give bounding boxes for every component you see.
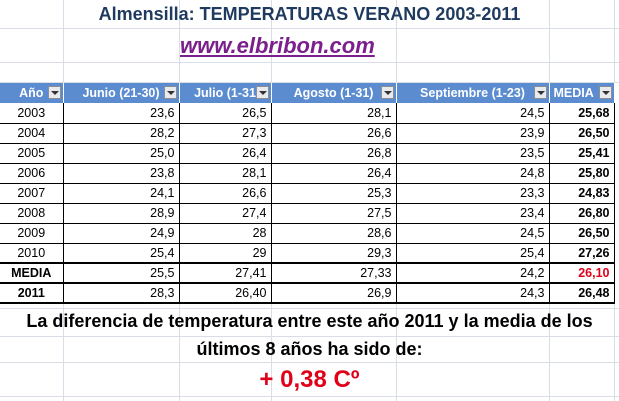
table-cell[interactable]: 2008	[0, 203, 64, 224]
table-row: 2008 28,9 27,4 27,5 23,4 26,80	[0, 203, 615, 224]
table-cell[interactable]: 24,9	[63, 223, 180, 244]
table-cell[interactable]: 26,48	[549, 283, 615, 304]
filter-dropdown-icon[interactable]	[47, 86, 61, 99]
table-cell[interactable]: 25,41	[549, 143, 615, 164]
table-cell[interactable]: 2006	[0, 163, 64, 184]
filter-dropdown-icon[interactable]	[380, 86, 394, 99]
table-cell[interactable]: 23,8	[63, 163, 180, 184]
table-cell[interactable]: 28,6	[271, 223, 397, 244]
table-cell[interactable]: 2010	[0, 243, 64, 264]
table-cell[interactable]: 26,50	[549, 223, 615, 244]
table-cell[interactable]: 26,6	[179, 183, 272, 204]
table-cell[interactable]: 29	[179, 243, 272, 264]
table-cell[interactable]: 27,26	[549, 243, 615, 264]
table-cell[interactable]: 24,83	[549, 183, 615, 204]
table-row: 2009 24,9 28 28,6 24,5 26,50	[0, 223, 615, 244]
column-header-august[interactable]: Agosto (1-31)	[271, 83, 397, 103]
table-cell[interactable]: 2009	[0, 223, 64, 244]
table-cell[interactable]: 25,0	[63, 143, 180, 164]
table-cell[interactable]: 24,8	[396, 163, 550, 184]
temperature-difference: + 0,38 Cº	[259, 366, 360, 393]
table-cell[interactable]: 25,5	[63, 262, 180, 284]
table-cell[interactable]: 26,4	[179, 143, 272, 164]
table-cell[interactable]: 2003	[0, 103, 64, 124]
table-cell[interactable]: 27,3	[179, 123, 272, 144]
table-cell[interactable]: 25,68	[549, 103, 615, 124]
table-row: 2011 28,3 26,40 26,9 24,3 26,48	[0, 282, 615, 304]
table-cell[interactable]: 25,3	[271, 183, 397, 204]
table-cell[interactable]: 23,5	[396, 143, 550, 164]
filter-dropdown-icon[interactable]	[598, 86, 612, 99]
table-cell[interactable]: 27,5	[271, 203, 397, 224]
table-cell[interactable]: 23,9	[396, 123, 550, 144]
table-cell[interactable]: 27,33	[271, 262, 397, 284]
message-line-1: La diferencia de temperatura entre este …	[26, 311, 593, 331]
table-cell[interactable]: 26,5	[179, 103, 272, 124]
table-row: 2007 24,1 26,6 25,3 23,3 24,83	[0, 183, 615, 204]
table-row: 2010 25,4 29 29,3 25,4 27,26	[0, 243, 615, 264]
message-line-2: últimos 8 años ha sido de:	[196, 339, 423, 359]
sheet-title: Almensilla: TEMPERATURAS VERANO 2003-201…	[98, 4, 521, 24]
table-cell[interactable]: 25,80	[549, 163, 615, 184]
table-cell[interactable]: 28,9	[63, 203, 180, 224]
column-header-june[interactable]: Junio (21-30)	[63, 83, 180, 103]
column-header-july[interactable]: Julio (1-31	[179, 83, 272, 103]
website-link[interactable]: www.elbribon.com	[180, 33, 375, 58]
table-cell[interactable]: 26,10	[549, 262, 615, 284]
table-cell[interactable]: 28,2	[63, 123, 180, 144]
table-cell[interactable]: 24,3	[396, 283, 550, 304]
table-cell[interactable]: 27,41	[179, 262, 272, 284]
table-cell[interactable]: 28,1	[271, 103, 397, 124]
table-cell[interactable]: 2011	[0, 282, 64, 304]
column-header-year[interactable]: Año	[0, 83, 64, 103]
filter-dropdown-icon[interactable]	[533, 86, 547, 99]
column-header-september[interactable]: Septiembre (1-23)	[396, 83, 550, 103]
table-cell[interactable]: 24,5	[396, 103, 550, 124]
table-cell[interactable]: 28,3	[63, 283, 180, 304]
table-cell[interactable]: 27,4	[179, 203, 272, 224]
table-cell[interactable]: 23,6	[63, 103, 180, 124]
table-cell[interactable]: 29,3	[271, 243, 397, 264]
table-cell[interactable]: 28	[179, 223, 272, 244]
table-cell[interactable]: 26,9	[271, 283, 397, 304]
table-cell[interactable]: 26,8	[271, 143, 397, 164]
table-cell[interactable]: 24,1	[63, 183, 180, 204]
table-cell[interactable]: MEDIA	[0, 262, 64, 284]
table-cell[interactable]: 28,1	[179, 163, 272, 184]
table-row: 2005 25,0 26,4 26,8 23,5 25,41	[0, 143, 615, 164]
table-cell[interactable]: 26,40	[179, 283, 272, 304]
table-cell[interactable]: 25,4	[396, 243, 550, 264]
table-cell[interactable]: 23,4	[396, 203, 550, 224]
table-cell[interactable]: 26,4	[271, 163, 397, 184]
table-cell[interactable]: 25,4	[63, 243, 180, 264]
table-cell[interactable]: 26,80	[549, 203, 615, 224]
table-cell[interactable]: 2005	[0, 143, 64, 164]
table-cell[interactable]: 2007	[0, 183, 64, 204]
table-cell[interactable]: 24,2	[396, 262, 550, 284]
table-cell[interactable]: 26,50	[549, 123, 615, 144]
table-cell[interactable]: 2004	[0, 123, 64, 144]
table-cell[interactable]: 23,3	[396, 183, 550, 204]
header-row: Año Junio (21-30) Julio (1-31 Agosto (1-…	[0, 83, 615, 103]
table-row: 2004 28,2 27,3 26,6 23,9 26,50	[0, 123, 615, 144]
filter-dropdown-icon[interactable]	[255, 86, 269, 99]
table-row: 2006 23,8 28,1 26,4 24,8 25,80	[0, 163, 615, 184]
filter-dropdown-icon[interactable]	[163, 86, 177, 99]
temperature-table: Año Junio (21-30) Julio (1-31 Agosto (1-…	[0, 83, 615, 304]
table-cell[interactable]: 26,6	[271, 123, 397, 144]
column-header-media[interactable]: MEDIA	[549, 83, 615, 103]
table-cell[interactable]: 24,5	[396, 223, 550, 244]
table-row: MEDIA 25,5 27,41 27,33 24,2 26,10	[0, 262, 615, 284]
table-row: 2003 23,6 26,5 28,1 24,5 25,68	[0, 103, 615, 124]
